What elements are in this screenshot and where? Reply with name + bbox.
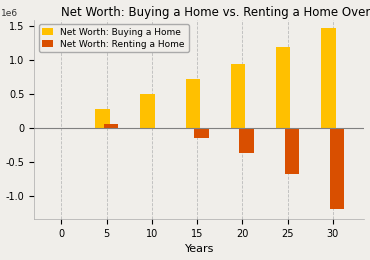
Bar (185, 79, 200, 128)
Text: Net Worth: Buying a Home vs. Renting a Home Over 30 Years: Net Worth: Buying a Home vs. Renting a H… (61, 5, 370, 18)
Bar (194, 128, 209, 138)
X-axis label: Years: Years (185, 244, 214, 255)
Bar (231, 64, 245, 128)
Legend: Net Worth: Buying a Home, Net Worth: Renting a Home: Net Worth: Buying a Home, Net Worth: Ren… (39, 24, 189, 52)
Bar (330, 128, 344, 209)
Text: 1e6: 1e6 (1, 9, 18, 18)
Bar (149, 128, 164, 129)
Bar (321, 28, 336, 128)
Bar (140, 94, 155, 128)
Bar (95, 109, 110, 128)
Bar (276, 47, 290, 128)
Bar (239, 128, 254, 153)
Bar (285, 128, 299, 174)
Bar (104, 124, 118, 128)
